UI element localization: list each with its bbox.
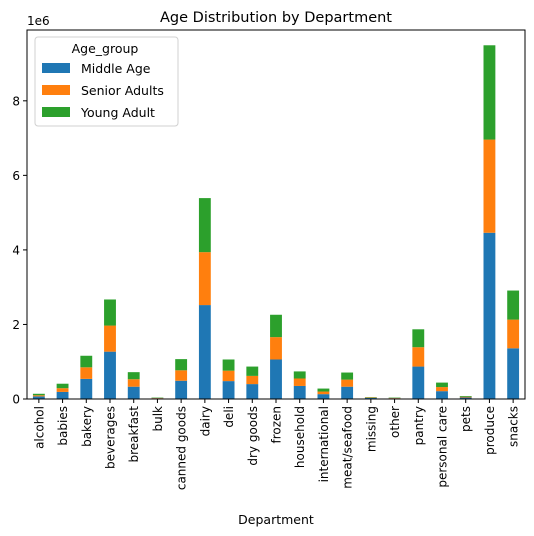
bar-breakfast-young-adult — [127, 372, 140, 380]
legend-swatch-young-adult — [42, 107, 70, 117]
y-tick-label: 0 — [12, 393, 20, 407]
x-tick-label-frozen: frozen — [270, 406, 284, 444]
x-tick-label-snacks: snacks — [507, 406, 521, 447]
bar-babies-young-adult — [56, 383, 69, 389]
bar-alcohol-young-adult — [32, 393, 45, 396]
bar-produce-middle-age — [483, 232, 496, 399]
x-tick-label-pantry: pantry — [412, 406, 426, 445]
bar-household-middle-age — [293, 385, 306, 399]
bar-babies-middle-age — [56, 391, 69, 399]
bar-snacks-young-adult — [507, 290, 520, 320]
bar-pantry-young-adult — [412, 329, 425, 348]
x-tick-label-bulk: bulk — [151, 406, 165, 432]
legend-title: Age_group — [72, 41, 139, 56]
bar-personal-care-middle-age — [436, 391, 448, 399]
x-tick-label-meat-seafood: meat/seafood — [341, 406, 355, 489]
bar-dairy-young-adult — [198, 198, 211, 253]
bar-dairy-senior-adults — [198, 252, 211, 306]
x-tick-label-produce: produce — [483, 406, 497, 455]
x-tick-label-canned-goods: canned goods — [175, 406, 189, 490]
x-tick-label-alcohol: alcohol — [32, 406, 46, 449]
x-tick-label-deli: deli — [222, 406, 236, 428]
bar-frozen-middle-age — [270, 359, 282, 399]
bar-canned-goods-young-adult — [175, 359, 188, 371]
x-tick-label-bakery: bakery — [80, 406, 94, 447]
bar-pets-middle-age — [459, 397, 472, 399]
bar-dry-goods-senior-adults — [246, 375, 259, 385]
x-tick-label-beverages: beverages — [104, 406, 118, 469]
y-offset-label: 1e6 — [27, 14, 50, 28]
x-tick-label-breakfast: breakfast — [127, 406, 141, 463]
x-tick-label-household: household — [293, 406, 307, 468]
bar-frozen-senior-adults — [270, 337, 282, 360]
bar-bakery-young-adult — [80, 355, 93, 368]
legend-label-middle-age: Middle Age — [81, 61, 151, 76]
legend-swatch-middle-age — [42, 63, 70, 73]
bar-personal-care-young-adult — [436, 382, 448, 388]
bar-snacks-senior-adults — [507, 319, 520, 349]
bar-international-middle-age — [317, 394, 330, 399]
legend: Age_group Middle Age Senior Adults Young A… — [34, 36, 179, 127]
bar-breakfast-middle-age — [127, 386, 140, 399]
bar-international-senior-adults — [317, 391, 330, 395]
bar-dry-goods-middle-age — [246, 384, 259, 399]
bar-pets-senior-adults — [459, 396, 472, 398]
bar-deli-senior-adults — [222, 370, 235, 382]
bar-pets-young-adult — [459, 396, 472, 397]
x-axis-ticks: alcohol babies bakery beverages breakfast bul… — [32, 399, 521, 490]
bar-snacks-middle-age — [507, 348, 520, 399]
bar-alcohol-middle-age — [32, 396, 45, 399]
legend-box — [34, 36, 179, 127]
bar-babies-senior-adults — [56, 388, 69, 392]
x-tick-label-missing: missing — [364, 406, 378, 452]
bar-household-young-adult — [293, 371, 306, 379]
bar-breakfast-senior-adults — [127, 379, 140, 387]
bar-meat-seafood-young-adult — [341, 372, 354, 380]
x-axis-label: Department — [238, 512, 314, 527]
bar-canned-goods-senior-adults — [175, 370, 188, 381]
y-tick-label: 6 — [12, 169, 20, 183]
x-tick-label-dry-goods: dry goods — [246, 406, 260, 466]
y-tick-label: 4 — [12, 243, 20, 257]
bar-bakery-senior-adults — [80, 367, 93, 379]
bar-dry-goods-young-adult — [246, 366, 259, 376]
legend-label-senior-adults: Senior Adults — [81, 83, 164, 98]
bar-produce-senior-adults — [483, 139, 496, 233]
legend-swatch-senior-adults — [42, 85, 70, 95]
x-tick-label-international: international — [317, 406, 331, 482]
bar-personal-care-senior-adults — [436, 387, 448, 392]
bar-meat-seafood-senior-adults — [341, 379, 354, 387]
bar-beverages-senior-adults — [104, 325, 116, 352]
bars-group — [32, 45, 520, 399]
x-tick-label-other: other — [388, 406, 402, 438]
bar-bakery-middle-age — [80, 378, 93, 399]
y-axis-ticks: 0 2 4 6 8 — [12, 94, 27, 407]
bar-produce-young-adult — [483, 45, 496, 140]
bar-pantry-senior-adults — [412, 347, 425, 367]
y-tick-label: 2 — [12, 318, 20, 332]
bar-alcohol-senior-adults — [32, 395, 45, 397]
x-tick-label-pets: pets — [459, 406, 473, 432]
legend-label-young-adult: Young Adult — [80, 105, 155, 120]
bar-deli-young-adult — [222, 359, 235, 371]
bar-deli-middle-age — [222, 381, 235, 399]
x-tick-label-dairy: dairy — [198, 406, 212, 436]
plot-frame — [26, 29, 526, 400]
bar-beverages-middle-age — [104, 351, 116, 399]
bar-missing-middle-age — [364, 397, 377, 399]
y-tick-label: 8 — [12, 94, 20, 108]
x-tick-label-personal-care: personal care — [436, 406, 450, 488]
bar-frozen-young-adult — [270, 314, 282, 338]
legend-items: Middle Age Senior Adults Young Adult — [42, 61, 164, 120]
bar-pantry-middle-age — [412, 366, 425, 399]
bar-household-senior-adults — [293, 378, 306, 386]
bar-dairy-middle-age — [198, 305, 211, 399]
chart-title: Age Distribution by Department — [160, 10, 392, 26]
bar-canned-goods-middle-age — [175, 380, 188, 399]
bar-meat-seafood-middle-age — [341, 386, 354, 399]
x-tick-label-babies: babies — [56, 406, 70, 446]
bar-beverages-young-adult — [104, 299, 116, 326]
bar-international-young-adult — [317, 388, 330, 392]
